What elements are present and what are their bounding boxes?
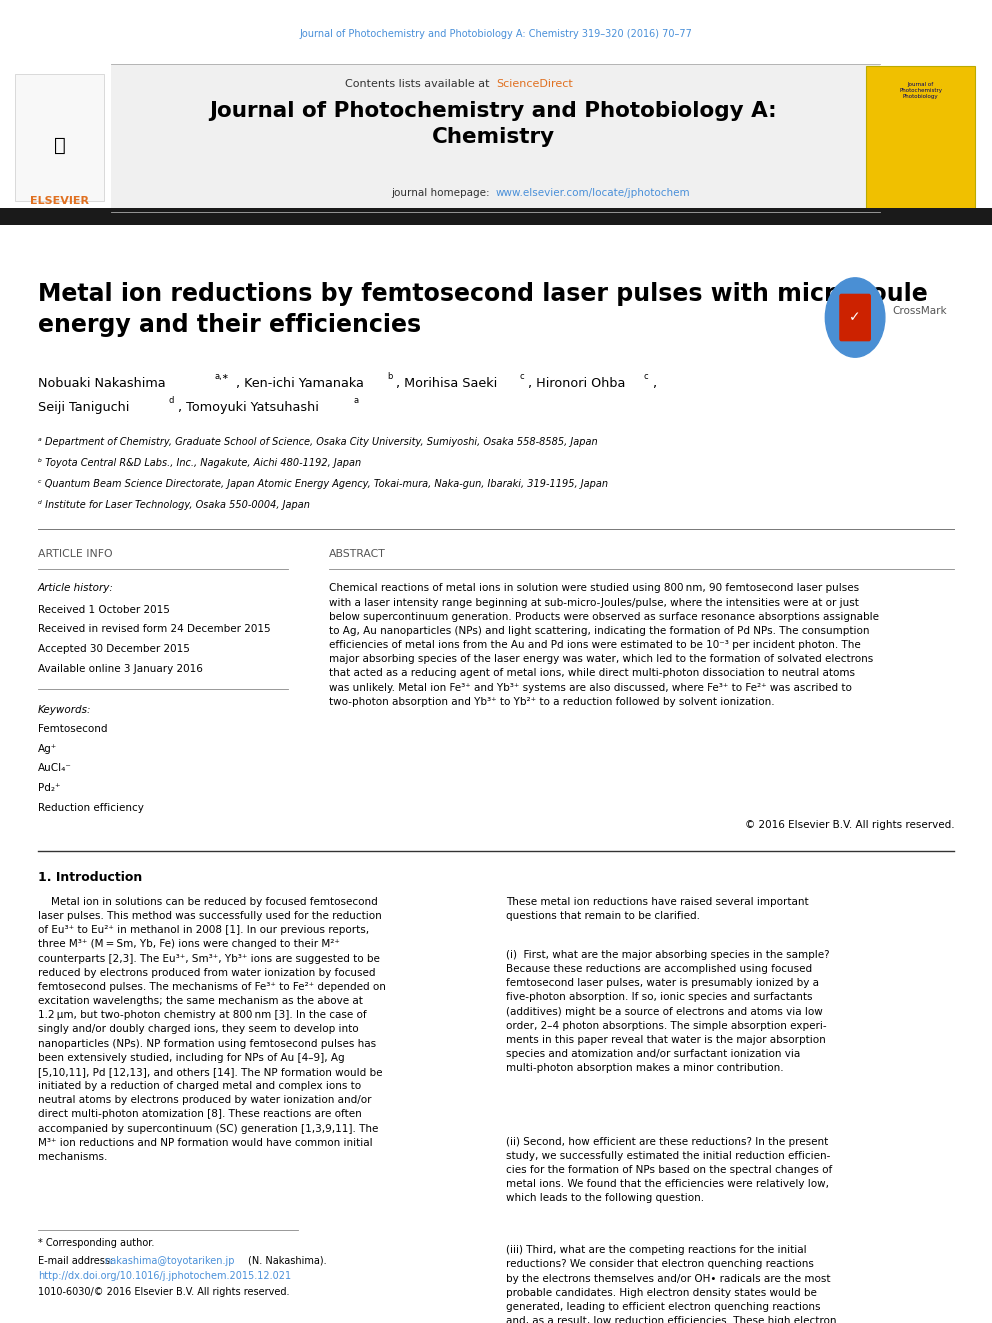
Text: ,: , bbox=[652, 377, 656, 390]
FancyBboxPatch shape bbox=[866, 66, 975, 209]
Text: * Corresponding author.: * Corresponding author. bbox=[38, 1238, 154, 1249]
Text: (N. Nakashima).: (N. Nakashima). bbox=[248, 1256, 326, 1266]
Text: Nobuaki Nakashima: Nobuaki Nakashima bbox=[38, 377, 166, 390]
Text: nakashima@toyotariken.jp: nakashima@toyotariken.jp bbox=[104, 1256, 235, 1266]
Text: ᵃ Department of Chemistry, Graduate School of Science, Osaka City University, Su: ᵃ Department of Chemistry, Graduate Scho… bbox=[38, 437, 597, 447]
Text: (ii) Second, how efficient are these reductions? In the present
study, we succes: (ii) Second, how efficient are these red… bbox=[506, 1136, 832, 1204]
Text: Accepted 30 December 2015: Accepted 30 December 2015 bbox=[38, 644, 189, 655]
Text: Journal of Photochemistry and Photobiology A:
Chemistry: Journal of Photochemistry and Photobiolo… bbox=[209, 101, 777, 147]
Text: AuCl₄⁻: AuCl₄⁻ bbox=[38, 763, 71, 774]
Text: a: a bbox=[353, 396, 358, 405]
Text: c: c bbox=[644, 372, 649, 381]
Text: Metal ion reductions by femtosecond laser pulses with micro-Joule
energy and the: Metal ion reductions by femtosecond lase… bbox=[38, 282, 928, 337]
Text: 1. Introduction: 1. Introduction bbox=[38, 871, 142, 884]
Text: Reduction efficiency: Reduction efficiency bbox=[38, 803, 144, 814]
Text: ᶜ Quantum Beam Science Directorate, Japan Atomic Energy Agency, Tokai-mura, Naka: ᶜ Quantum Beam Science Directorate, Japa… bbox=[38, 479, 608, 490]
Text: E-mail address:: E-mail address: bbox=[38, 1256, 116, 1266]
Text: Journal of
Photochemistry
Photobiology: Journal of Photochemistry Photobiology bbox=[899, 82, 942, 99]
Text: Journal of Photochemistry and Photobiology A: Chemistry 319–320 (2016) 70–77: Journal of Photochemistry and Photobiolo… bbox=[300, 29, 692, 40]
Text: d: d bbox=[169, 396, 174, 405]
Text: 1010-6030/© 2016 Elsevier B.V. All rights reserved.: 1010-6030/© 2016 Elsevier B.V. All right… bbox=[38, 1287, 290, 1298]
Text: ᵈ Institute for Laser Technology, Osaka 550-0004, Japan: ᵈ Institute for Laser Technology, Osaka … bbox=[38, 500, 310, 511]
Text: 🌳: 🌳 bbox=[54, 136, 65, 155]
FancyBboxPatch shape bbox=[0, 208, 992, 225]
Text: ARTICLE INFO: ARTICLE INFO bbox=[38, 549, 112, 560]
Text: Pd₂⁺: Pd₂⁺ bbox=[38, 783, 61, 794]
Circle shape bbox=[825, 278, 885, 357]
Text: (i)  First, what are the major absorbing species in the sample?
Because these re: (i) First, what are the major absorbing … bbox=[506, 950, 829, 1073]
Text: Chemical reactions of metal ions in solution were studied using 800 nm, 90 femto: Chemical reactions of metal ions in solu… bbox=[329, 583, 879, 706]
FancyBboxPatch shape bbox=[839, 294, 871, 341]
Text: These metal ion reductions have raised several important
questions that remain t: These metal ion reductions have raised s… bbox=[506, 897, 808, 921]
Text: , Morihisa Saeki: , Morihisa Saeki bbox=[396, 377, 497, 390]
Text: b: b bbox=[387, 372, 392, 381]
Text: ABSTRACT: ABSTRACT bbox=[329, 549, 386, 560]
Text: http://dx.doi.org/10.1016/j.jphotochem.2015.12.021: http://dx.doi.org/10.1016/j.jphotochem.2… bbox=[38, 1271, 291, 1282]
Text: ᵇ Toyota Central R&D Labs., Inc., Nagakute, Aichi 480-1192, Japan: ᵇ Toyota Central R&D Labs., Inc., Nagaku… bbox=[38, 458, 361, 468]
Text: Received 1 October 2015: Received 1 October 2015 bbox=[38, 605, 170, 615]
Text: a,∗: a,∗ bbox=[214, 372, 229, 381]
Text: Contents lists available at: Contents lists available at bbox=[345, 79, 493, 90]
Text: Keywords:: Keywords: bbox=[38, 705, 91, 716]
Text: (iii) Third, what are the competing reactions for the initial
reductions? We con: (iii) Third, what are the competing reac… bbox=[506, 1245, 836, 1323]
Text: journal homepage:: journal homepage: bbox=[391, 188, 493, 198]
Text: Received in revised form 24 December 2015: Received in revised form 24 December 201… bbox=[38, 624, 271, 635]
Text: , Hironori Ohba: , Hironori Ohba bbox=[528, 377, 625, 390]
Text: Ag⁺: Ag⁺ bbox=[38, 744, 57, 754]
Text: c: c bbox=[520, 372, 525, 381]
Text: Metal ion in solutions can be reduced by focused femtosecond
laser pulses. This : Metal ion in solutions can be reduced by… bbox=[38, 897, 386, 1162]
FancyBboxPatch shape bbox=[111, 64, 880, 212]
Text: CrossMark: CrossMark bbox=[893, 306, 947, 316]
Text: Femtosecond: Femtosecond bbox=[38, 724, 107, 734]
Text: © 2016 Elsevier B.V. All rights reserved.: © 2016 Elsevier B.V. All rights reserved… bbox=[745, 820, 954, 831]
FancyBboxPatch shape bbox=[15, 74, 104, 201]
Text: ScienceDirect: ScienceDirect bbox=[496, 79, 572, 90]
Text: , Ken-ichi Yamanaka: , Ken-ichi Yamanaka bbox=[236, 377, 364, 390]
Text: www.elsevier.com/locate/jphotochem: www.elsevier.com/locate/jphotochem bbox=[496, 188, 690, 198]
Text: Article history:: Article history: bbox=[38, 583, 113, 594]
Text: , Tomoyuki Yatsuhashi: , Tomoyuki Yatsuhashi bbox=[178, 401, 318, 414]
Text: ELSEVIER: ELSEVIER bbox=[30, 196, 89, 206]
Text: Available online 3 January 2016: Available online 3 January 2016 bbox=[38, 664, 202, 675]
Text: ✓: ✓ bbox=[849, 311, 861, 324]
Text: Seiji Taniguchi: Seiji Taniguchi bbox=[38, 401, 129, 414]
